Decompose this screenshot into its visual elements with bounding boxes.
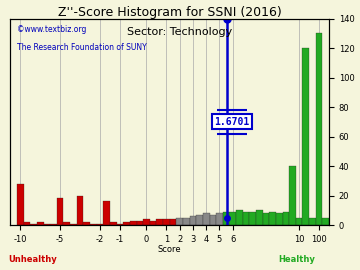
- Text: The Research Foundation of SUNY: The Research Foundation of SUNY: [17, 43, 147, 52]
- Bar: [210, 215, 216, 225]
- Bar: [216, 213, 223, 225]
- Bar: [262, 213, 269, 225]
- Text: Healthy: Healthy: [279, 255, 316, 264]
- Text: ©www.textbiz.org: ©www.textbiz.org: [17, 25, 86, 34]
- Bar: [30, 224, 37, 225]
- Bar: [183, 218, 190, 225]
- Text: Unhealthy: Unhealthy: [8, 255, 57, 264]
- Bar: [296, 218, 302, 225]
- Bar: [269, 212, 276, 225]
- Bar: [302, 48, 309, 225]
- Bar: [276, 213, 283, 225]
- Bar: [24, 222, 30, 225]
- Bar: [322, 218, 329, 225]
- Bar: [136, 221, 143, 225]
- Bar: [150, 221, 156, 225]
- Bar: [50, 224, 57, 225]
- Bar: [196, 215, 203, 225]
- Bar: [103, 201, 110, 225]
- Bar: [243, 212, 249, 225]
- Bar: [130, 221, 136, 225]
- Bar: [256, 210, 262, 225]
- Title: Z''-Score Histogram for SSNI (2016): Z''-Score Histogram for SSNI (2016): [58, 6, 282, 19]
- Bar: [176, 218, 183, 225]
- Bar: [229, 212, 236, 225]
- Bar: [37, 222, 44, 225]
- Bar: [17, 184, 24, 225]
- Bar: [283, 212, 289, 225]
- Bar: [63, 222, 70, 225]
- Bar: [170, 219, 176, 225]
- Bar: [57, 198, 63, 225]
- Text: Sector: Technology: Sector: Technology: [127, 27, 233, 38]
- Bar: [44, 224, 50, 225]
- Bar: [90, 224, 97, 225]
- Bar: [156, 219, 163, 225]
- Bar: [203, 213, 210, 225]
- Bar: [289, 166, 296, 225]
- Bar: [143, 219, 150, 225]
- Bar: [309, 218, 316, 225]
- Bar: [123, 222, 130, 225]
- Bar: [97, 224, 103, 225]
- Bar: [70, 224, 77, 225]
- Bar: [84, 222, 90, 225]
- Bar: [316, 33, 322, 225]
- Bar: [77, 195, 84, 225]
- Text: 1.6701: 1.6701: [214, 117, 249, 127]
- Bar: [223, 212, 229, 225]
- Bar: [110, 222, 117, 225]
- Bar: [236, 210, 243, 225]
- Bar: [190, 216, 196, 225]
- Bar: [163, 219, 170, 225]
- Bar: [117, 224, 123, 225]
- Bar: [249, 212, 256, 225]
- X-axis label: Score: Score: [158, 245, 181, 254]
